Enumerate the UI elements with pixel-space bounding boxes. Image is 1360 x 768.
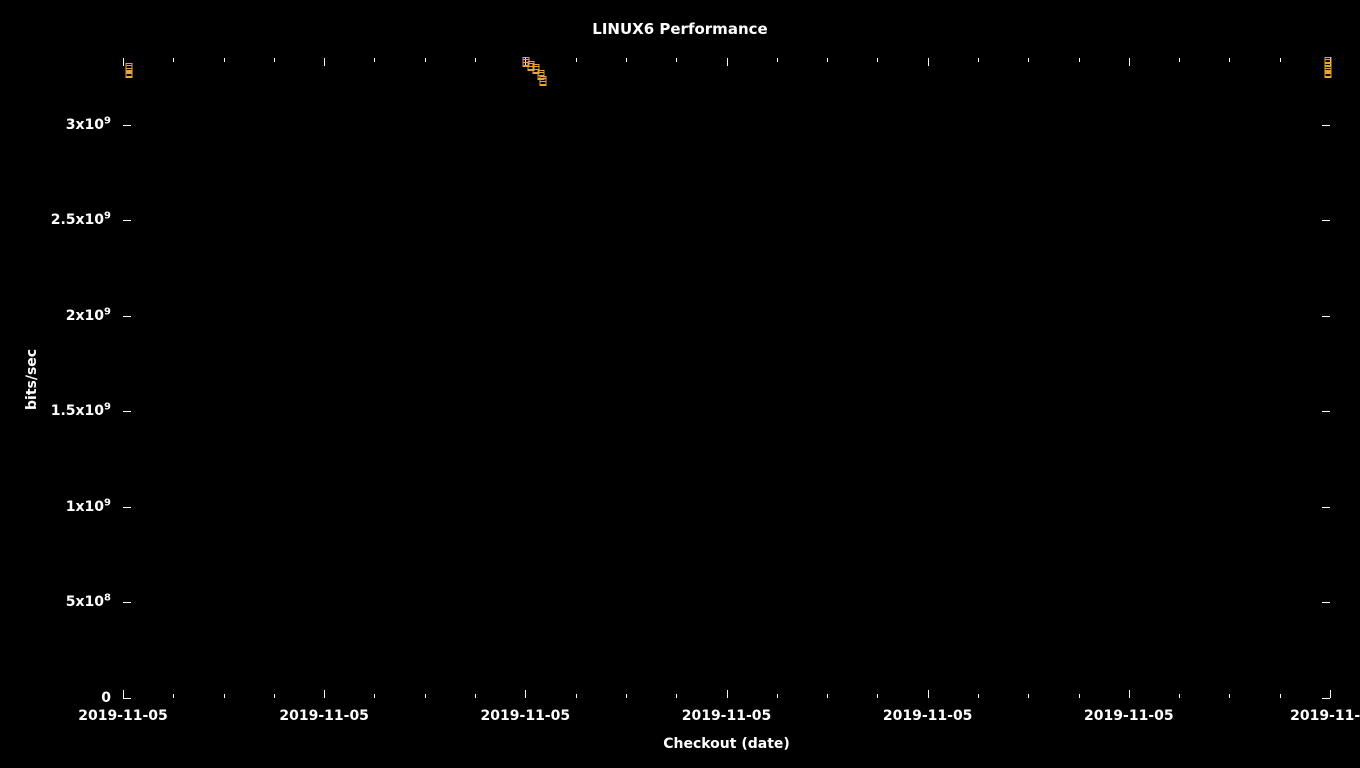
x-axis-label: Checkout (date) — [123, 736, 1330, 752]
x-minor-tick — [1179, 694, 1180, 698]
x-minor-tick — [978, 58, 979, 62]
x-minor-tick — [1028, 58, 1029, 62]
x-minor-tick — [1079, 58, 1080, 62]
x-minor-tick — [274, 694, 275, 698]
x-tick-label: 2019-11-05 — [78, 708, 168, 724]
performance-chart: LINUX6 Performance bits/sec Checkout (da… — [0, 0, 1360, 768]
y-tick-label: 3x109 — [66, 117, 111, 133]
data-point — [1324, 68, 1331, 78]
x-minor-tick — [374, 694, 375, 698]
x-minor-tick — [274, 58, 275, 62]
x-minor-tick — [1280, 58, 1281, 62]
x-minor-tick — [777, 58, 778, 62]
x-tick — [928, 58, 929, 66]
x-tick — [1330, 690, 1331, 698]
y-tick — [1322, 602, 1330, 603]
y-tick-label: 5x108 — [66, 594, 111, 610]
x-minor-tick — [576, 694, 577, 698]
x-minor-tick — [1280, 694, 1281, 698]
y-tick — [123, 125, 131, 126]
x-tick — [123, 58, 124, 66]
y-tick — [123, 411, 131, 412]
x-minor-tick — [475, 694, 476, 698]
y-tick — [123, 602, 131, 603]
x-tick — [727, 690, 728, 698]
y-tick — [123, 220, 131, 221]
x-minor-tick — [676, 58, 677, 62]
x-minor-tick — [1079, 694, 1080, 698]
x-minor-tick — [576, 58, 577, 62]
x-minor-tick — [1179, 58, 1180, 62]
x-tick-label: 2019-11-05 — [883, 708, 973, 724]
x-tick — [324, 690, 325, 698]
x-tick-label: 2019-11-05 — [682, 708, 772, 724]
x-minor-tick — [224, 58, 225, 62]
y-tick-label: 2.5x109 — [51, 212, 111, 228]
y-tick — [1322, 411, 1330, 412]
y-tick — [1322, 125, 1330, 126]
x-minor-tick — [224, 694, 225, 698]
x-tick — [324, 58, 325, 66]
x-minor-tick — [425, 694, 426, 698]
data-point — [126, 68, 133, 78]
y-tick — [123, 316, 131, 317]
x-tick — [123, 690, 124, 698]
chart-title: LINUX6 Performance — [0, 20, 1360, 38]
y-tick — [123, 507, 131, 508]
x-tick — [525, 690, 526, 698]
x-minor-tick — [425, 58, 426, 62]
x-tick-label: 2019-11-05 — [1084, 708, 1174, 724]
x-tick — [727, 58, 728, 66]
plot-area — [123, 58, 1330, 698]
y-tick-label: 1.5x109 — [51, 403, 111, 419]
x-tick — [1129, 690, 1130, 698]
x-minor-tick — [827, 58, 828, 62]
y-tick — [1322, 507, 1330, 508]
y-axis-label: bits/sec — [24, 349, 40, 410]
x-minor-tick — [173, 694, 174, 698]
y-tick-label: 1x109 — [66, 499, 111, 515]
x-tick-label: 2019-11-05 — [279, 708, 369, 724]
x-minor-tick — [1028, 694, 1029, 698]
x-minor-tick — [1229, 694, 1230, 698]
y-tick — [1322, 698, 1330, 699]
x-minor-tick — [1229, 58, 1230, 62]
x-tick-label: 2019-11-05 — [481, 708, 571, 724]
x-minor-tick — [877, 694, 878, 698]
y-tick-label: 0 — [101, 690, 111, 706]
x-minor-tick — [978, 694, 979, 698]
data-point — [540, 76, 547, 86]
y-tick — [123, 698, 131, 699]
y-tick — [1322, 220, 1330, 221]
y-tick — [1322, 316, 1330, 317]
x-minor-tick — [626, 694, 627, 698]
x-minor-tick — [676, 694, 677, 698]
x-minor-tick — [777, 694, 778, 698]
x-tick — [1129, 58, 1130, 66]
x-tick — [928, 690, 929, 698]
x-minor-tick — [374, 58, 375, 62]
x-minor-tick — [173, 58, 174, 62]
y-tick-label: 2x109 — [66, 308, 111, 324]
x-minor-tick — [475, 58, 476, 62]
x-minor-tick — [827, 694, 828, 698]
x-minor-tick — [626, 58, 627, 62]
x-tick-label: 2019-11-0 — [1290, 708, 1360, 724]
x-minor-tick — [877, 58, 878, 62]
